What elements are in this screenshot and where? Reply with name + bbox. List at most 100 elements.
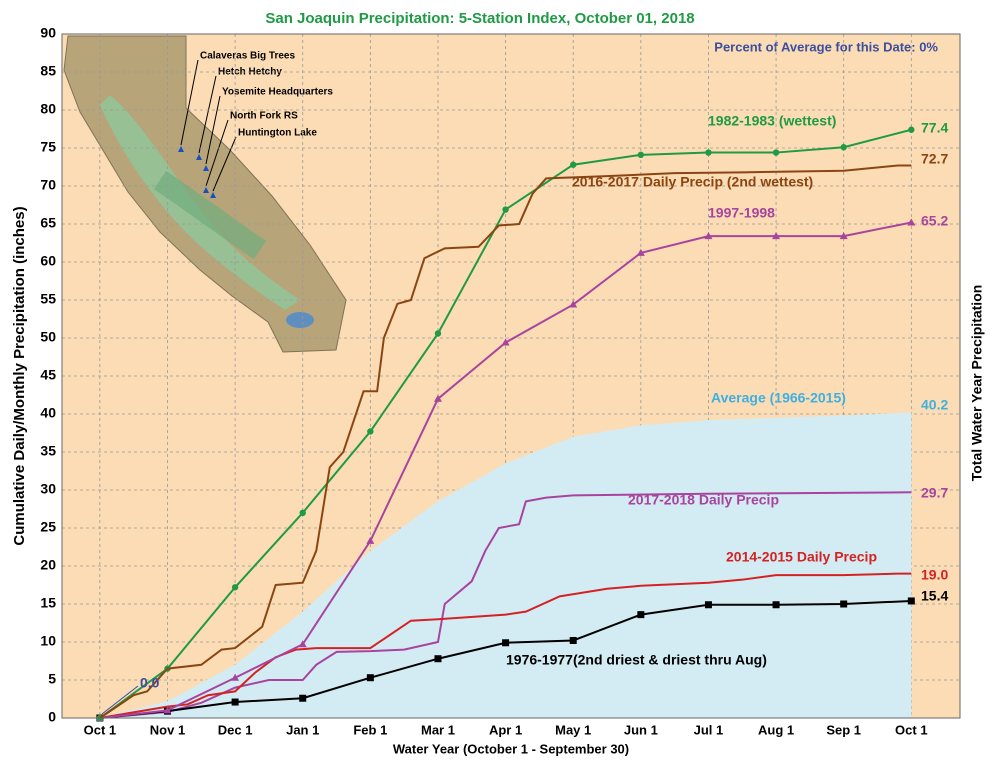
map-lake bbox=[286, 312, 314, 328]
marker bbox=[433, 394, 442, 402]
y-tick-label: 55 bbox=[40, 291, 56, 307]
marker bbox=[772, 232, 781, 240]
map-valley bbox=[100, 95, 300, 310]
marker bbox=[772, 601, 780, 609]
marker bbox=[502, 639, 510, 647]
chart-title: San Joaquin Precipitation: 5-Station Ind… bbox=[265, 10, 694, 27]
marker bbox=[366, 674, 374, 682]
marker bbox=[501, 338, 510, 346]
x-tick-label: Apr 1 bbox=[489, 722, 522, 737]
station-pointer bbox=[212, 136, 237, 192]
y-axis-label: Cumulative Daily/Monthly Precipitation (… bbox=[11, 206, 28, 545]
x-tick-label: May 1 bbox=[555, 722, 591, 737]
station-marker bbox=[203, 165, 209, 171]
marker bbox=[570, 161, 577, 168]
marker bbox=[299, 509, 306, 516]
x-tick-label: Sep 1 bbox=[826, 722, 861, 737]
marker bbox=[772, 149, 780, 156]
y-tick-label: 70 bbox=[40, 177, 56, 193]
end-value-label: 19.0 bbox=[921, 567, 948, 583]
x-tick-label: Jul 1 bbox=[694, 722, 724, 737]
marker bbox=[636, 248, 645, 256]
x-tick-label: Jun 1 bbox=[624, 722, 658, 737]
end-value-label: 72.7 bbox=[921, 151, 948, 167]
line bbox=[99, 164, 912, 719]
station-pointer bbox=[205, 95, 221, 165]
marker bbox=[907, 218, 916, 226]
x-tick-label: Mar 1 bbox=[421, 722, 455, 737]
series-label: 2017-2018 Daily Precip bbox=[628, 492, 779, 508]
line bbox=[99, 491, 912, 719]
marker bbox=[367, 428, 374, 435]
x-tick-label: Feb 1 bbox=[353, 722, 387, 737]
station-pointer bbox=[180, 59, 199, 146]
y2-axis-label: Total Water Year Precipitation bbox=[969, 285, 985, 482]
annotation: 0.0 bbox=[140, 675, 160, 691]
y-tick-label: 85 bbox=[40, 63, 56, 79]
marker bbox=[637, 611, 645, 619]
marker bbox=[163, 706, 172, 714]
end-value-label: 65.2 bbox=[921, 213, 948, 229]
map-land bbox=[63, 35, 347, 353]
map-valley-south bbox=[153, 170, 267, 260]
y-tick-label: 30 bbox=[40, 481, 56, 497]
subtitle: Percent of Average for this Date: 0% bbox=[714, 39, 938, 54]
station-label: North Fork RS bbox=[230, 111, 298, 122]
marker bbox=[299, 694, 307, 702]
station-marker bbox=[196, 154, 202, 160]
y-tick-label: 60 bbox=[40, 253, 56, 269]
station-marker bbox=[210, 192, 216, 198]
y-tick-label: 50 bbox=[40, 329, 56, 345]
marker bbox=[705, 149, 712, 156]
y-tick-label: 35 bbox=[40, 443, 56, 459]
series-label: 1976-1977(2nd driest & driest thru Aug) bbox=[506, 652, 767, 668]
station-marker bbox=[178, 146, 184, 152]
station-pointer bbox=[205, 119, 229, 187]
marker bbox=[908, 126, 915, 133]
x-tick-label: Jan 1 bbox=[286, 722, 319, 737]
line bbox=[99, 572, 912, 719]
y-tick-label: 80 bbox=[40, 101, 56, 117]
series-layer bbox=[95, 126, 916, 722]
x-tick-label: Oct 1 bbox=[895, 722, 928, 737]
x-tick-label: Oct 1 bbox=[84, 722, 117, 737]
marker bbox=[298, 640, 307, 648]
marker bbox=[704, 232, 713, 240]
y-tick-label: 5 bbox=[48, 671, 56, 687]
marker bbox=[231, 584, 239, 591]
series-label: 1982-1983 (wettest) bbox=[708, 113, 836, 129]
station-label: Calaveras Big Trees bbox=[200, 51, 295, 62]
series-label: 1997-1998 bbox=[708, 205, 775, 221]
y-tick-label: 90 bbox=[40, 25, 56, 41]
marker bbox=[231, 698, 239, 706]
station-pointer bbox=[198, 75, 217, 154]
series-label: 2016-2017 Daily Precip (2nd wettest) bbox=[572, 174, 813, 190]
marker bbox=[366, 536, 375, 544]
station-label: Yosemite Headquarters bbox=[222, 87, 333, 98]
x-tick-label: Nov 1 bbox=[150, 722, 185, 737]
marker bbox=[434, 655, 442, 663]
plot-frame bbox=[61, 33, 961, 719]
marker bbox=[434, 330, 442, 337]
marker bbox=[840, 600, 848, 608]
end-value-label: 29.7 bbox=[921, 485, 948, 501]
y-tick-label: 75 bbox=[40, 139, 56, 155]
end-value-label: 15.4 bbox=[921, 588, 948, 604]
x-tick-label: Dec 1 bbox=[218, 722, 253, 737]
y-tick-label: 25 bbox=[40, 519, 56, 535]
series-label: 2014-2015 Daily Precip bbox=[726, 549, 877, 565]
marker bbox=[907, 597, 915, 605]
station-marker bbox=[203, 187, 209, 193]
y-tick-label: 65 bbox=[40, 215, 56, 231]
y-tick-label: 15 bbox=[40, 595, 56, 611]
end-value-label: 77.4 bbox=[921, 120, 948, 136]
x-tick-label: Aug 1 bbox=[758, 722, 794, 737]
marker bbox=[569, 300, 578, 308]
y-tick-label: 45 bbox=[40, 367, 56, 383]
marker bbox=[569, 636, 577, 644]
annotation-arrow bbox=[101, 685, 139, 715]
y-tick-label: 0 bbox=[48, 709, 56, 725]
series-label: Average (1966-2015) bbox=[711, 390, 846, 406]
y-tick-label: 20 bbox=[40, 557, 56, 573]
